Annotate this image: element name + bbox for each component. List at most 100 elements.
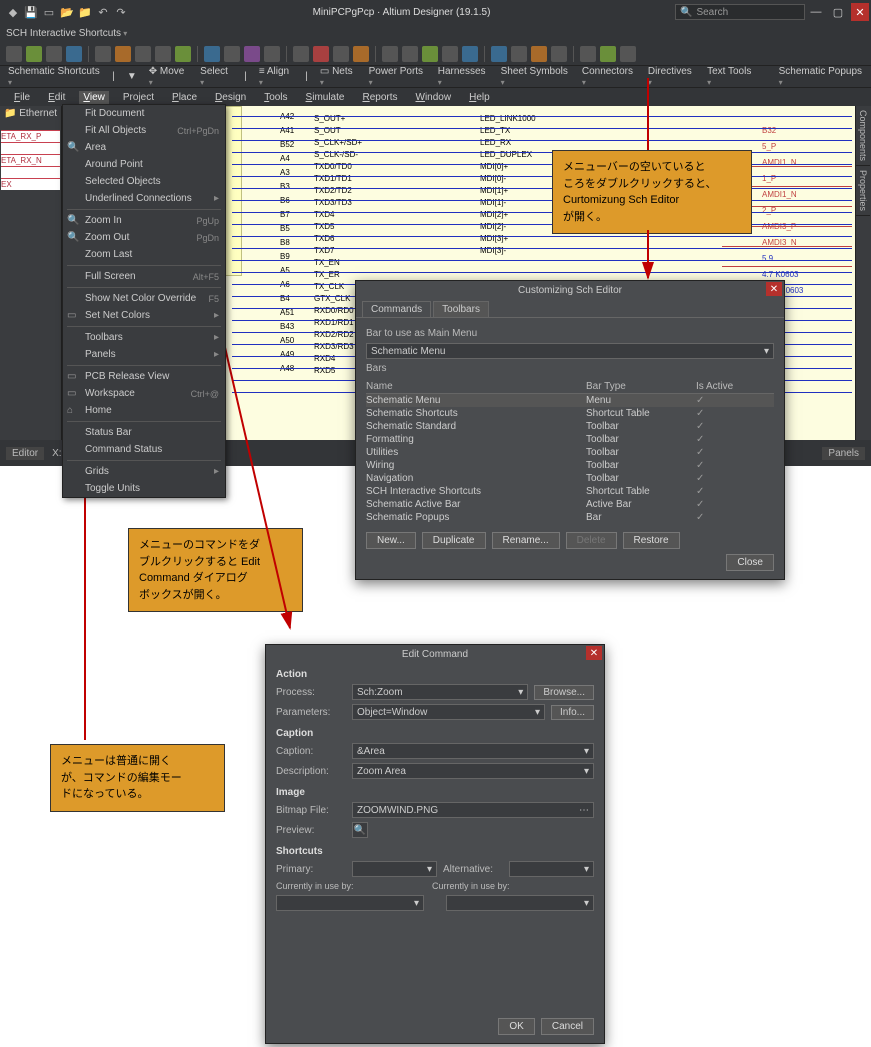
cancel-button[interactable]: Cancel	[541, 1018, 594, 1035]
menu-item[interactable]: Selected Objects	[63, 173, 225, 190]
bar-combo[interactable]: Schematic Menu▾	[366, 343, 774, 359]
left-tab[interactable]: 📁 Ethernet	[4, 108, 57, 119]
table-row[interactable]: Schematic ShortcutsShortcut Table✓	[366, 407, 774, 420]
tb-item[interactable]: Power Ports	[369, 66, 426, 88]
redo-icon[interactable]: ↷	[114, 5, 128, 19]
menu-item[interactable]: 🔍Area	[63, 139, 225, 156]
tool-icon[interactable]	[175, 46, 191, 62]
table-row[interactable]: Schematic MenuMenu✓	[366, 394, 774, 407]
menu-file[interactable]: File	[10, 91, 34, 104]
menu-edit[interactable]: Edit	[44, 91, 69, 104]
table-row[interactable]: SCH Interactive ShortcutsShortcut Table✓	[366, 485, 774, 498]
menu-view[interactable]: View	[79, 91, 109, 104]
tool-icon[interactable]	[46, 46, 62, 62]
delete-button[interactable]: Delete	[566, 532, 617, 549]
menu-item[interactable]: Zoom Last	[63, 246, 225, 263]
tool-icon[interactable]	[353, 46, 369, 62]
menu-reports[interactable]: Reports	[358, 91, 401, 104]
tb-item-right[interactable]: Schematic Popups	[779, 66, 863, 88]
table-row[interactable]: WiringToolbar✓	[366, 459, 774, 472]
menu-item[interactable]: Full ScreenAlt+F5	[63, 268, 225, 285]
menu-item[interactable]: Fit Document	[63, 105, 225, 122]
params-input[interactable]: Object=Window▾	[352, 704, 545, 720]
tool-icon[interactable]	[313, 46, 329, 62]
alt-input[interactable]: ▾	[509, 861, 594, 877]
maximize-button[interactable]: ▢	[829, 3, 847, 21]
menu-item[interactable]: Toolbars▸	[63, 329, 225, 346]
tool-icon[interactable]	[551, 46, 567, 62]
tool-icon[interactable]	[293, 46, 309, 62]
tb-item[interactable]: Directives	[648, 66, 695, 88]
undo-icon[interactable]: ↶	[96, 5, 110, 19]
menu-item[interactable]: ▭WorkspaceCtrl+@	[63, 385, 225, 402]
folder-icon[interactable]: 📁	[78, 5, 92, 19]
menu-item[interactable]: ▭Set Net Colors▸	[63, 307, 225, 324]
save-icon[interactable]: 💾	[24, 5, 38, 19]
menu-item[interactable]: Underlined Connections▸	[63, 190, 225, 207]
tool-icon[interactable]	[620, 46, 636, 62]
dialog-close-button[interactable]: ✕	[586, 646, 602, 660]
tool-icon[interactable]	[66, 46, 82, 62]
tab-commands[interactable]: Commands	[362, 301, 431, 317]
menu-place[interactable]: Place	[168, 91, 201, 104]
tb-item[interactable]: Sheet Symbols	[501, 66, 570, 88]
table-row[interactable]: NavigationToolbar✓	[366, 472, 774, 485]
tool-icon[interactable]	[531, 46, 547, 62]
tool-icon[interactable]	[511, 46, 527, 62]
tab-properties[interactable]: Properties	[856, 166, 870, 216]
new-button[interactable]: New...	[366, 532, 416, 549]
info-button[interactable]: Info...	[551, 705, 594, 720]
menu-item[interactable]: 🔍Zoom OutPgDn	[63, 229, 225, 246]
menu-item[interactable]: ⌂Home	[63, 402, 225, 419]
menu-help[interactable]: Help	[465, 91, 494, 104]
tool-icon[interactable]	[382, 46, 398, 62]
open-icon[interactable]: 📂	[60, 5, 74, 19]
ok-button[interactable]: OK	[498, 1018, 534, 1035]
menu-item[interactable]: Show Net Color OverrideF5	[63, 290, 225, 307]
menu-item[interactable]: Around Point	[63, 156, 225, 173]
menu-item[interactable]: Toggle Units	[63, 480, 225, 497]
menu-design[interactable]: Design	[211, 91, 250, 104]
menu-item[interactable]: 🔍Zoom InPgUp	[63, 212, 225, 229]
tool-icon[interactable]	[95, 46, 111, 62]
close-button[interactable]: Close	[726, 554, 774, 571]
tool-icon[interactable]	[580, 46, 596, 62]
tb-item[interactable]: Schematic Shortcuts	[8, 66, 100, 88]
tool-icon[interactable]	[135, 46, 151, 62]
tool-icon[interactable]	[115, 46, 131, 62]
table-row[interactable]: Schematic StandardToolbar✓	[366, 420, 774, 433]
tb-item[interactable]: Text Tools	[707, 66, 755, 88]
tool-icon[interactable]	[204, 46, 220, 62]
inuse2-input[interactable]: ▾	[446, 895, 594, 911]
desc-input[interactable]: Zoom Area▾	[352, 763, 594, 779]
menu-tools[interactable]: Tools	[260, 91, 291, 104]
dialog-close-button[interactable]: ✕	[766, 282, 782, 296]
tool-icon[interactable]	[491, 46, 507, 62]
tb-item[interactable]: Harnesses	[438, 66, 489, 88]
menu-item[interactable]: ▭PCB Release View	[63, 368, 225, 385]
tool-icon[interactable]	[6, 46, 22, 62]
tool-icon[interactable]	[402, 46, 418, 62]
tb-item[interactable]: ≡ Align	[259, 66, 293, 88]
menu-item[interactable]: Status Bar	[63, 424, 225, 441]
table-row[interactable]: Schematic PopupsBar✓	[366, 511, 774, 524]
inuse1-input[interactable]: ▾	[276, 895, 424, 911]
close-button[interactable]: ✕	[851, 3, 869, 21]
tool-icon[interactable]	[264, 46, 280, 62]
menu-item[interactable]: Fit All ObjectsCtrl+PgDn	[63, 122, 225, 139]
tool-icon[interactable]	[442, 46, 458, 62]
minimize-button[interactable]: —	[807, 3, 825, 21]
restore-button[interactable]: Restore	[623, 532, 680, 549]
browse-button[interactable]: Browse...	[534, 685, 594, 700]
table-row[interactable]: Schematic Active BarActive Bar✓	[366, 498, 774, 511]
table-row[interactable]: FormattingToolbar✓	[366, 433, 774, 446]
menu-project[interactable]: Project	[119, 91, 158, 104]
menu-simulate[interactable]: Simulate	[302, 91, 349, 104]
menu-item[interactable]: Command Status	[63, 441, 225, 458]
tool-icon[interactable]	[155, 46, 171, 62]
status-panels[interactable]: Panels	[822, 447, 865, 460]
primary-input[interactable]: ▾	[352, 861, 437, 877]
shortcut-bar-label[interactable]: SCH Interactive Shortcuts	[6, 28, 127, 39]
process-input[interactable]: Sch:Zoom▾	[352, 684, 528, 700]
caption-input[interactable]: &Area▾	[352, 743, 594, 759]
